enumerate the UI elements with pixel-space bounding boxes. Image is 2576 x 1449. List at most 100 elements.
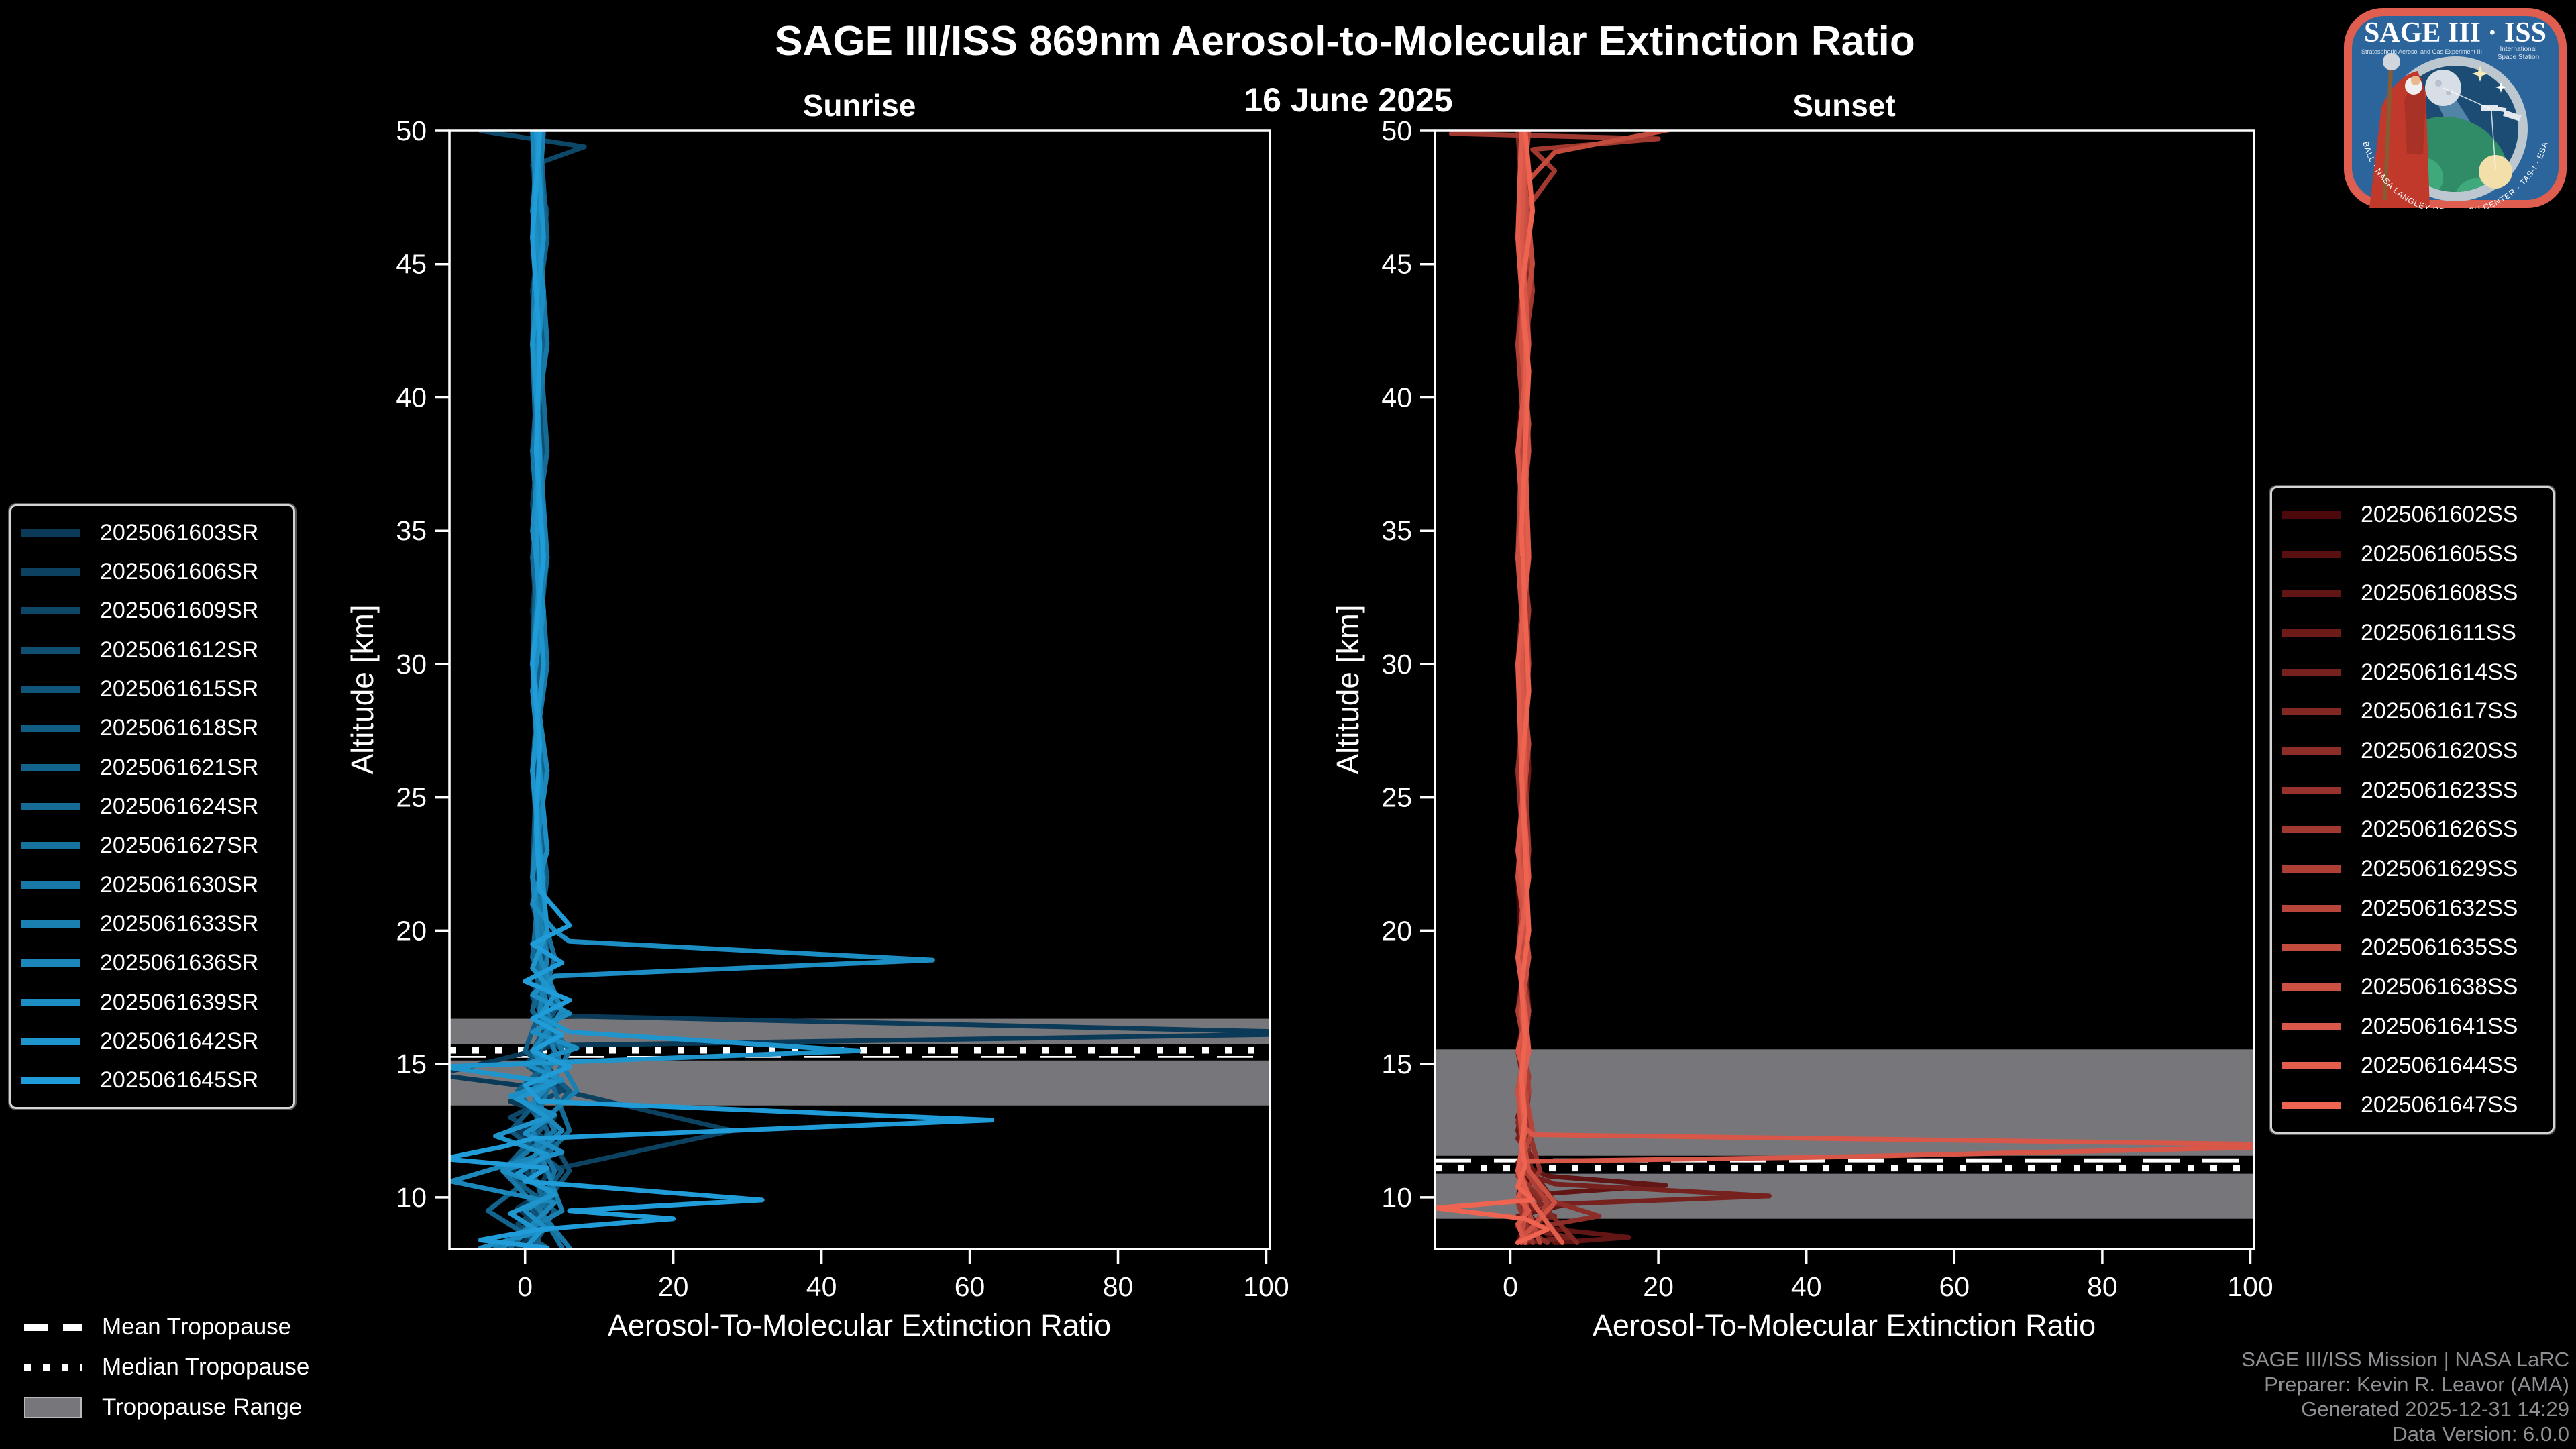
legend-item-label: 2025061638SS (2361, 974, 2518, 1000)
legend-item-label: 2025061617SS (2361, 698, 2518, 724)
legend-item: 2025061630SR (11, 871, 293, 898)
legend-item-label: 2025061623SS (2361, 777, 2518, 803)
legend-line-swatch-icon (2282, 1022, 2341, 1030)
legend-item: 2025061645SR (11, 1067, 293, 1094)
y-tick-label: 20 (1381, 915, 1412, 946)
legend-line-swatch-icon (21, 607, 80, 615)
legend-item: 2025061629SS (2272, 856, 2553, 883)
legend-item: 2025061606SR (11, 558, 293, 585)
x-tick-label: 20 (658, 1271, 689, 1302)
legend-line-swatch-icon (21, 881, 80, 889)
x-tick-label: 80 (1103, 1271, 1134, 1302)
legend-line-swatch-icon (21, 646, 80, 654)
legend-item-label: 2025061621SR (100, 754, 259, 780)
legend-line-swatch-icon (2282, 786, 2341, 794)
legend-item: 2025061626SS (2272, 816, 2553, 843)
figure-date: 16 June 2025 (1244, 81, 1453, 119)
legend-item-label: 2025061647SS (2361, 1092, 2518, 1118)
y-tick-label: 20 (396, 915, 427, 946)
legend-line-swatch-icon (2282, 865, 2341, 873)
tropopause-range-label: Tropopause Range (102, 1394, 303, 1420)
profile-curve (1435, 131, 1550, 1245)
legend-item-label: 2025061606SR (100, 558, 259, 584)
legend-item-label: 2025061636SR (100, 950, 259, 976)
legend-item: 2025061614SS (2272, 659, 2553, 686)
legend-item-label: 2025061605SS (2361, 541, 2518, 567)
legend-item-label: 2025061642SR (100, 1028, 259, 1054)
x-tick-label: 80 (2087, 1271, 2118, 1302)
legend-item: 2025061621SR (11, 754, 293, 781)
legend-item: 2025061620SS (2272, 737, 2553, 764)
mean-tropopause-line-icon (24, 1323, 82, 1331)
legend-line-swatch-icon (21, 1037, 80, 1045)
profile-curve (449, 131, 995, 1249)
legend-item: 2025061624SR (11, 793, 293, 820)
y-tick-label: 25 (396, 782, 427, 813)
legend-line-swatch-icon (21, 998, 80, 1006)
mean-tropopause-label: Mean Tropopause (102, 1313, 292, 1340)
legend-item-label: 2025061632SS (2361, 895, 2518, 921)
legend-item-label: 2025061603SR (100, 519, 259, 545)
legend-item-label: 2025061644SS (2361, 1053, 2518, 1079)
logo-title: SAGE III · ISS (2364, 17, 2546, 48)
legend-item-label: 2025061639SR (100, 989, 259, 1015)
legend-item: 2025061636SR (11, 950, 293, 977)
legend-item-label: 2025061641SS (2361, 1013, 2518, 1039)
legend-item: 2025061635SS (2272, 934, 2553, 961)
logo-subtitle-right1: International (2500, 46, 2536, 53)
legend-item: 2025061609SR (11, 598, 293, 625)
legend-line-swatch-icon (2282, 629, 2341, 637)
y-axis-label-sunrise: Altitude [km] (345, 604, 380, 775)
x-axis-label-sunset: Aerosol-To-Molecular Extinction Ratio (1592, 1308, 2096, 1342)
profile-curve (478, 131, 935, 1249)
legend-line-swatch-icon (2282, 983, 2341, 991)
legend-item: 2025061633SR (11, 910, 293, 937)
y-tick-label: 15 (1381, 1049, 1412, 1079)
profile-curve (449, 131, 861, 1249)
legend-item-label: 2025061626SS (2361, 816, 2518, 843)
legend-item-label: 2025061618SR (100, 715, 259, 741)
x-axis-label-sunrise: Aerosol-To-Molecular Extinction Ratio (607, 1308, 1112, 1342)
legend-line-swatch-icon (2282, 668, 2341, 676)
x-tick-label: 0 (1503, 1271, 1518, 1302)
sage-iii-iss-mission-patch-icon: SAGE III · ISS Stratospheric Aerosol and… (2344, 8, 2567, 209)
legend-item-label: 2025061620SS (2361, 737, 2518, 763)
legend-line-swatch-icon (21, 763, 80, 771)
tropopause-legend: Mean Tropopause Median Tropopause Tropop… (24, 1307, 309, 1428)
legend-line-swatch-icon (2282, 1062, 2341, 1070)
panel-title-sunrise: Sunrise (802, 88, 916, 123)
legend-item: 2025061642SR (11, 1028, 293, 1055)
y-tick-label: 40 (1381, 382, 1412, 413)
logo-subtitle-left: Stratospheric Aerosol and Gas Experiment… (2361, 48, 2482, 55)
x-tick-label: 40 (806, 1271, 837, 1302)
x-tick-label: 100 (1243, 1271, 1289, 1302)
legend-item-label: 2025061629SS (2361, 856, 2518, 882)
footer-credits: SAGE III/ISS Mission | NASA LaRC Prepare… (2241, 1347, 2569, 1446)
legend-item-label: 2025061611SS (2361, 619, 2516, 645)
median-tropopause-label: Median Tropopause (102, 1354, 310, 1380)
legend-item-label: 2025061645SR (100, 1067, 259, 1093)
legend-line-swatch-icon (21, 920, 80, 928)
legend-item: 2025061603SR (11, 519, 293, 546)
legend-item-label: 2025061635SS (2361, 934, 2518, 961)
tropopause-range-patch-icon (24, 1397, 82, 1418)
y-tick-label: 35 (396, 515, 427, 546)
x-tick-label: 60 (1939, 1271, 1970, 1302)
y-tick-label: 50 (396, 115, 427, 146)
x-tick-label: 20 (1643, 1271, 1674, 1302)
legend-item: 2025061617SS (2272, 698, 2553, 725)
legend-item-label: 2025061602SS (2361, 501, 2518, 527)
legend-item: 2025061611SS (2272, 619, 2553, 646)
y-tick-label: 10 (396, 1182, 427, 1213)
legend-line-swatch-icon (2282, 747, 2341, 755)
y-tick-label: 40 (396, 382, 427, 413)
legend-item: 2025061608SS (2272, 580, 2553, 607)
tropopause-range-row: Tropopause Range (24, 1387, 309, 1428)
legend-item-label: 2025061615SR (100, 676, 259, 702)
legend-sunrise: 2025061603SR 2025061606SR 2025061609SR 2025… (9, 504, 295, 1109)
footer-generated: Generated 2025-12-31 14:29 (2301, 1397, 2569, 1421)
legend-item: 2025061615SR (11, 676, 293, 702)
legend-line-swatch-icon (2282, 1102, 2341, 1110)
